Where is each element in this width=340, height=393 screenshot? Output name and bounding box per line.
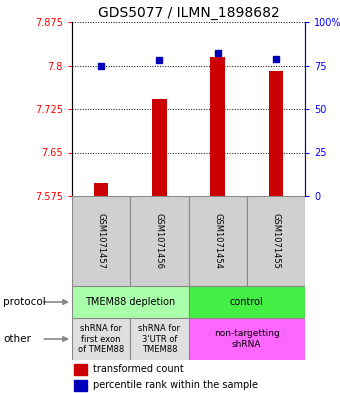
Text: other: other <box>3 334 31 344</box>
Text: protocol: protocol <box>3 297 46 307</box>
Text: GSM1071455: GSM1071455 <box>271 213 280 269</box>
Bar <box>210 57 225 196</box>
Bar <box>130 196 188 286</box>
Bar <box>72 286 188 318</box>
Bar <box>94 183 108 196</box>
Bar <box>152 99 167 196</box>
Text: GSM1071454: GSM1071454 <box>213 213 222 269</box>
Text: control: control <box>230 297 264 307</box>
Bar <box>130 318 188 360</box>
Text: TMEM88 depletion: TMEM88 depletion <box>85 297 175 307</box>
Text: transformed count: transformed count <box>93 364 184 375</box>
Bar <box>188 196 247 286</box>
Bar <box>74 380 87 391</box>
Bar <box>188 286 305 318</box>
Text: GSM1071456: GSM1071456 <box>155 213 164 269</box>
Bar <box>247 196 305 286</box>
Text: shRNA for
first exon
of TMEM88: shRNA for first exon of TMEM88 <box>78 324 124 354</box>
Bar <box>188 318 305 360</box>
Bar <box>72 318 130 360</box>
Text: non-targetting
shRNA: non-targetting shRNA <box>214 329 279 349</box>
Text: percentile rank within the sample: percentile rank within the sample <box>93 380 258 390</box>
Title: GDS5077 / ILMN_1898682: GDS5077 / ILMN_1898682 <box>98 6 279 20</box>
Text: GSM1071457: GSM1071457 <box>97 213 106 269</box>
Text: shRNA for
3'UTR of
TMEM88: shRNA for 3'UTR of TMEM88 <box>138 324 181 354</box>
Bar <box>74 364 87 375</box>
Bar <box>269 71 283 196</box>
Bar <box>72 196 130 286</box>
